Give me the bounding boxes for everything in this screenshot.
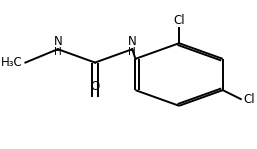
Text: H: H bbox=[54, 47, 62, 57]
Text: H: H bbox=[128, 47, 136, 57]
Text: Cl: Cl bbox=[173, 14, 185, 27]
Text: Cl: Cl bbox=[243, 93, 255, 106]
Text: N: N bbox=[53, 35, 62, 48]
Text: O: O bbox=[90, 80, 100, 93]
Text: H₃C: H₃C bbox=[1, 56, 23, 69]
Text: N: N bbox=[128, 35, 137, 48]
